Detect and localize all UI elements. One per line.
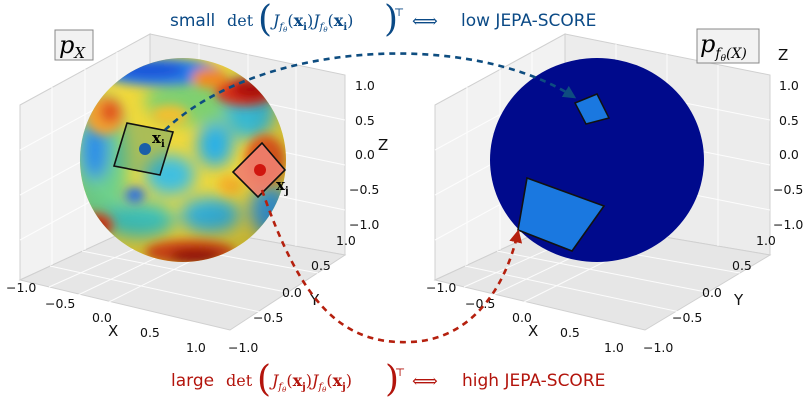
- right-z-tick: −0.5: [773, 182, 803, 197]
- left-z-ticks: 1.0 0.5 0.0 −0.5 −1.0: [349, 78, 379, 232]
- left-z-axis-label: Z: [378, 136, 388, 154]
- left-z-tick: −0.5: [349, 182, 379, 197]
- bottom-caption-jacobian: Jfθ(xj)Jfθ(xj): [269, 371, 352, 394]
- right-density-label-box: [696, 28, 760, 64]
- left-x-tick: 1.0: [186, 340, 206, 355]
- top-caption-prefix: small: [170, 11, 215, 31]
- right-y-ticks: −1.0 −0.5 0.0 0.5 1.0: [643, 233, 776, 355]
- top-caption-transpose: ⊤: [394, 6, 404, 19]
- left-3d-axes: 1.0 0.5 0.0 −0.5 −1.0 Z −1.0 −0.5 0.0 0.…: [6, 29, 388, 355]
- top-caption-rparen: ): [384, 0, 398, 40]
- right-x-tick: 0.0: [512, 310, 532, 325]
- top-caption-suffix: low JEPA-SCORE: [461, 11, 596, 31]
- top-caption-jacobian: Jfθ(xi)Jfθ(xi): [270, 11, 353, 34]
- bottom-caption: large det ( Jfθ(xj)Jfθ(xj) ) ⊤ ⟺ high JE…: [171, 359, 605, 400]
- left-y-tick: −0.5: [253, 310, 283, 325]
- left-y-tick: −1.0: [228, 340, 258, 355]
- right-patch-small: [573, 93, 611, 125]
- left-x-tick: −0.5: [45, 296, 75, 311]
- blue-mapping-arrow: [164, 52, 577, 131]
- right-z-ticks: 1.0 0.5 0.0 −0.5 −1.0: [773, 78, 803, 232]
- right-density-label: pfθ(X): [700, 30, 747, 64]
- right-y-tick: −1.0: [643, 340, 673, 355]
- label-xj: xj: [276, 176, 289, 197]
- right-y-tick: 1.0: [756, 233, 776, 248]
- top-caption: small det ( Jfθ(xi)Jfθ(xi) ) ⊤ ⟺ low JEP…: [170, 0, 596, 40]
- left-y-tick: 0.5: [311, 258, 331, 273]
- bottom-caption-lparen: (: [257, 359, 271, 400]
- right-z-tick: −1.0: [773, 217, 803, 232]
- right-patch-large: [517, 176, 606, 252]
- top-caption-det: det: [227, 11, 254, 30]
- right-z-tick: 1.0: [779, 78, 799, 93]
- right-y-tick: 0.0: [702, 285, 722, 300]
- left-y-tick: 1.0: [336, 233, 356, 248]
- top-caption-iff: ⟺: [412, 11, 438, 32]
- top-caption-lparen: (: [258, 0, 272, 40]
- bottom-caption-suffix: high JEPA-SCORE: [462, 371, 605, 391]
- right-y-tick: 0.5: [732, 258, 752, 273]
- point-xj: [254, 164, 266, 176]
- left-y-ticks: −1.0 −0.5 0.0 0.5 1.0: [228, 233, 356, 355]
- left-z-tick: 1.0: [355, 78, 375, 93]
- bottom-caption-det: det: [226, 371, 253, 390]
- right-y-axis-label: Y: [733, 291, 744, 309]
- left-density-label-box: [54, 29, 94, 61]
- bottom-caption-prefix: large: [171, 371, 214, 391]
- point-xi: [139, 143, 151, 155]
- right-z-tick: 0.5: [779, 113, 799, 128]
- left-x-tick: 0.5: [140, 325, 160, 340]
- right-z-axis-label: Z: [778, 46, 788, 64]
- right-x-tick: −1.0: [426, 280, 456, 295]
- left-x-tick: 0.0: [92, 310, 112, 325]
- label-xi: xi: [152, 129, 165, 150]
- left-y-tick: 0.0: [282, 285, 302, 300]
- right-3d-axes: 1.0 0.5 0.0 −0.5 −1.0 −1.0 −0.5 0.0 0.5 …: [426, 28, 803, 355]
- left-z-tick: 0.0: [355, 147, 375, 162]
- right-y-tick: −0.5: [672, 310, 702, 325]
- bottom-caption-rparen: ): [385, 359, 399, 400]
- right-z-tick: 0.0: [779, 147, 799, 162]
- left-floor-pane: [18, 219, 347, 331]
- bottom-caption-iff: ⟺: [412, 371, 438, 392]
- right-x-tick: 0.5: [560, 325, 580, 340]
- left-density-label: pX: [59, 31, 86, 62]
- left-z-tick: 0.5: [355, 113, 375, 128]
- left-x-axis-label: X: [108, 322, 118, 340]
- left-x-tick: −1.0: [6, 280, 36, 295]
- left-x-ticks: −1.0 −0.5 0.0 0.5 1.0: [6, 280, 206, 355]
- left-z-tick: −1.0: [349, 217, 379, 232]
- bottom-caption-transpose: ⊤: [395, 366, 405, 379]
- right-x-axis-label: X: [528, 322, 538, 340]
- right-x-tick: 1.0: [604, 340, 624, 355]
- left-y-axis-label: Y: [309, 291, 320, 309]
- right-x-ticks: −1.0 −0.5 0.0 0.5 1.0: [426, 280, 624, 355]
